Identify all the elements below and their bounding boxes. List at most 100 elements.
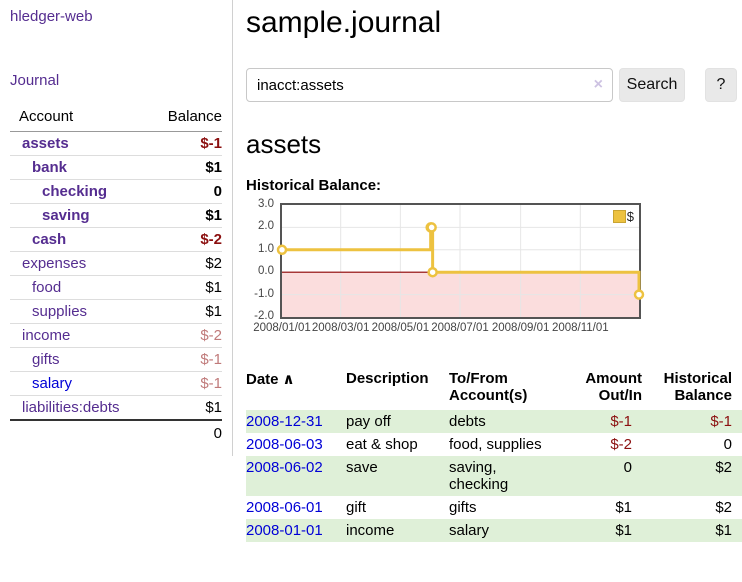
account-link-saving[interactable]: saving	[42, 207, 90, 224]
account-link-expenses[interactable]: expenses	[22, 255, 87, 272]
transaction-accounts: saving, checking	[449, 459, 509, 493]
transaction-date-link[interactable]: 2008-01-01	[246, 522, 323, 539]
x-tick-label: 2008/09/01	[491, 322, 550, 334]
accounts-col-balance: Balance	[151, 104, 222, 132]
brand-link[interactable]: hledger-web	[10, 8, 93, 25]
transaction-balance: 0	[723, 436, 732, 453]
transaction-accounts: gifts	[449, 499, 477, 516]
transaction-accounts: food, supplies	[449, 436, 542, 453]
chart-legend: $	[612, 209, 634, 224]
x-tick-label: 2008/05/01	[371, 322, 430, 334]
account-balance: 0	[151, 179, 222, 204]
account-balance: $1	[151, 203, 222, 228]
register-row: 2008-06-02 save saving, checking 0 $2	[246, 456, 742, 496]
transaction-balance: $2	[715, 459, 732, 476]
transaction-amount: 0	[623, 459, 632, 476]
transaction-amount: $1	[615, 522, 632, 539]
register-col-date[interactable]: Date ∧	[246, 371, 295, 388]
account-balance: $-1	[200, 135, 222, 152]
search-input-wrap: ×	[246, 68, 613, 102]
transaction-date-link[interactable]: 2008-12-31	[246, 413, 323, 430]
x-tick-label: 2008/03/01	[311, 322, 370, 334]
accounts-total-value: 0	[151, 419, 222, 446]
register-table: Date ∧ Description To/From Account(s) Amo…	[246, 367, 742, 542]
y-tick-label: -1.0	[254, 287, 274, 300]
account-balance: $-2	[151, 227, 222, 252]
transaction-accounts: debts	[449, 413, 486, 430]
search-button[interactable]: Search	[619, 68, 685, 102]
register-header-row: Date ∧ Description To/From Account(s) Amo…	[246, 367, 742, 410]
account-link-salary[interactable]: salary	[32, 375, 73, 392]
account-row: income $-2	[10, 323, 222, 348]
transaction-balance: $-1	[710, 413, 732, 430]
sort-asc-icon: ∧	[282, 371, 295, 388]
transaction-date-link[interactable]: 2008-06-03	[246, 436, 323, 453]
transaction-date-link[interactable]: 2008-06-02	[246, 459, 323, 476]
account-link-liabilities-debts[interactable]: liabilities:debts	[22, 399, 120, 416]
accounts-total-row: 0	[10, 419, 222, 446]
account-row: food $1	[10, 275, 222, 300]
account-balance: $1	[151, 155, 222, 180]
accounts-col-account: Account	[10, 104, 152, 132]
main-content: sample.journal × Search ? assets Histori…	[233, 0, 742, 582]
account-row: salary $-1	[10, 371, 222, 396]
account-link-supplies[interactable]: supplies	[32, 303, 88, 320]
account-link-cash[interactable]: cash	[32, 231, 67, 248]
transaction-description: gift	[346, 499, 367, 516]
transaction-amount: $-2	[610, 436, 632, 453]
y-tick-label: 3.0	[258, 198, 274, 210]
transaction-description: save	[346, 459, 378, 476]
account-balance: $-1	[151, 371, 222, 396]
transaction-accounts: salary	[449, 522, 490, 539]
account-row: bank $1	[10, 155, 222, 180]
account-row: saving $1	[10, 203, 222, 228]
chart-title: Historical Balance:	[246, 177, 382, 194]
account-balance: $1	[151, 299, 222, 324]
transaction-description: pay off	[346, 413, 391, 430]
account-balance: $-2	[151, 323, 222, 348]
y-tick-label: 0.0	[258, 265, 274, 278]
account-link-bank[interactable]: bank	[32, 159, 68, 176]
transaction-balance: $1	[715, 522, 732, 539]
x-tick-label: 2008/07/01	[431, 322, 489, 334]
account-row: checking 0	[10, 179, 222, 204]
x-tick-label: 2008/01/01	[253, 322, 311, 334]
account-link-income[interactable]: income	[22, 327, 71, 344]
transaction-date-link[interactable]: 2008-06-01	[246, 499, 323, 516]
account-row: assets $-1	[10, 132, 222, 156]
register-col-balance: Historical Balance	[663, 370, 732, 404]
transaction-balance: $2	[715, 499, 732, 516]
account-row: expenses $2	[10, 251, 222, 276]
historical-balance-chart: 3.0 2.0 1.0 0.0 -1.0 -2.0 $ 2008/01/01 2008/03…	[246, 198, 646, 343]
account-balance: $-1	[151, 347, 222, 372]
account-link-checking[interactable]: checking	[42, 183, 108, 200]
account-link-assets[interactable]: assets	[22, 135, 69, 152]
x-tick-label: 2008/11/01	[551, 322, 609, 334]
accounts-header-row: Account Balance	[10, 104, 222, 132]
account-row: liabilities:debts $1	[10, 395, 222, 420]
help-button[interactable]: ?	[705, 68, 737, 102]
register-col-amount: Amount Out/In	[585, 370, 642, 404]
register-col-description: Description	[346, 370, 429, 387]
account-row: cash $-2	[10, 227, 222, 252]
y-tick-label: 2.0	[258, 220, 274, 233]
register-row: 2008-06-01 gift gifts $1 $2	[246, 496, 742, 519]
register-row: 2008-12-31 pay off debts $-1 $-1	[246, 410, 742, 433]
search-form: × Search ?	[246, 68, 742, 102]
clear-search-icon[interactable]: ×	[593, 76, 603, 93]
account-row: gifts $-1	[10, 347, 222, 372]
transaction-description: eat & shop	[346, 436, 418, 453]
account-link-gifts[interactable]: gifts	[32, 351, 60, 368]
sidebar-item-journal[interactable]: Journal	[10, 72, 60, 89]
account-link-food[interactable]: food	[32, 279, 62, 296]
chart-x-axis: 2008/01/01 2008/03/01 2008/05/01 2008/07/01…	[253, 322, 639, 338]
register-col-account: To/From Account(s)	[449, 370, 528, 404]
transaction-description: income	[346, 522, 395, 539]
search-input[interactable]	[246, 68, 613, 102]
register-row: 2008-01-01 income salary $1 $1	[246, 519, 742, 542]
chart-y-axis: 3.0 2.0 1.0 0.0 -1.0 -2.0	[246, 198, 274, 322]
transaction-amount: $-1	[610, 413, 632, 430]
chart-plot-svg	[276, 205, 645, 317]
account-balance: $1	[151, 275, 222, 300]
